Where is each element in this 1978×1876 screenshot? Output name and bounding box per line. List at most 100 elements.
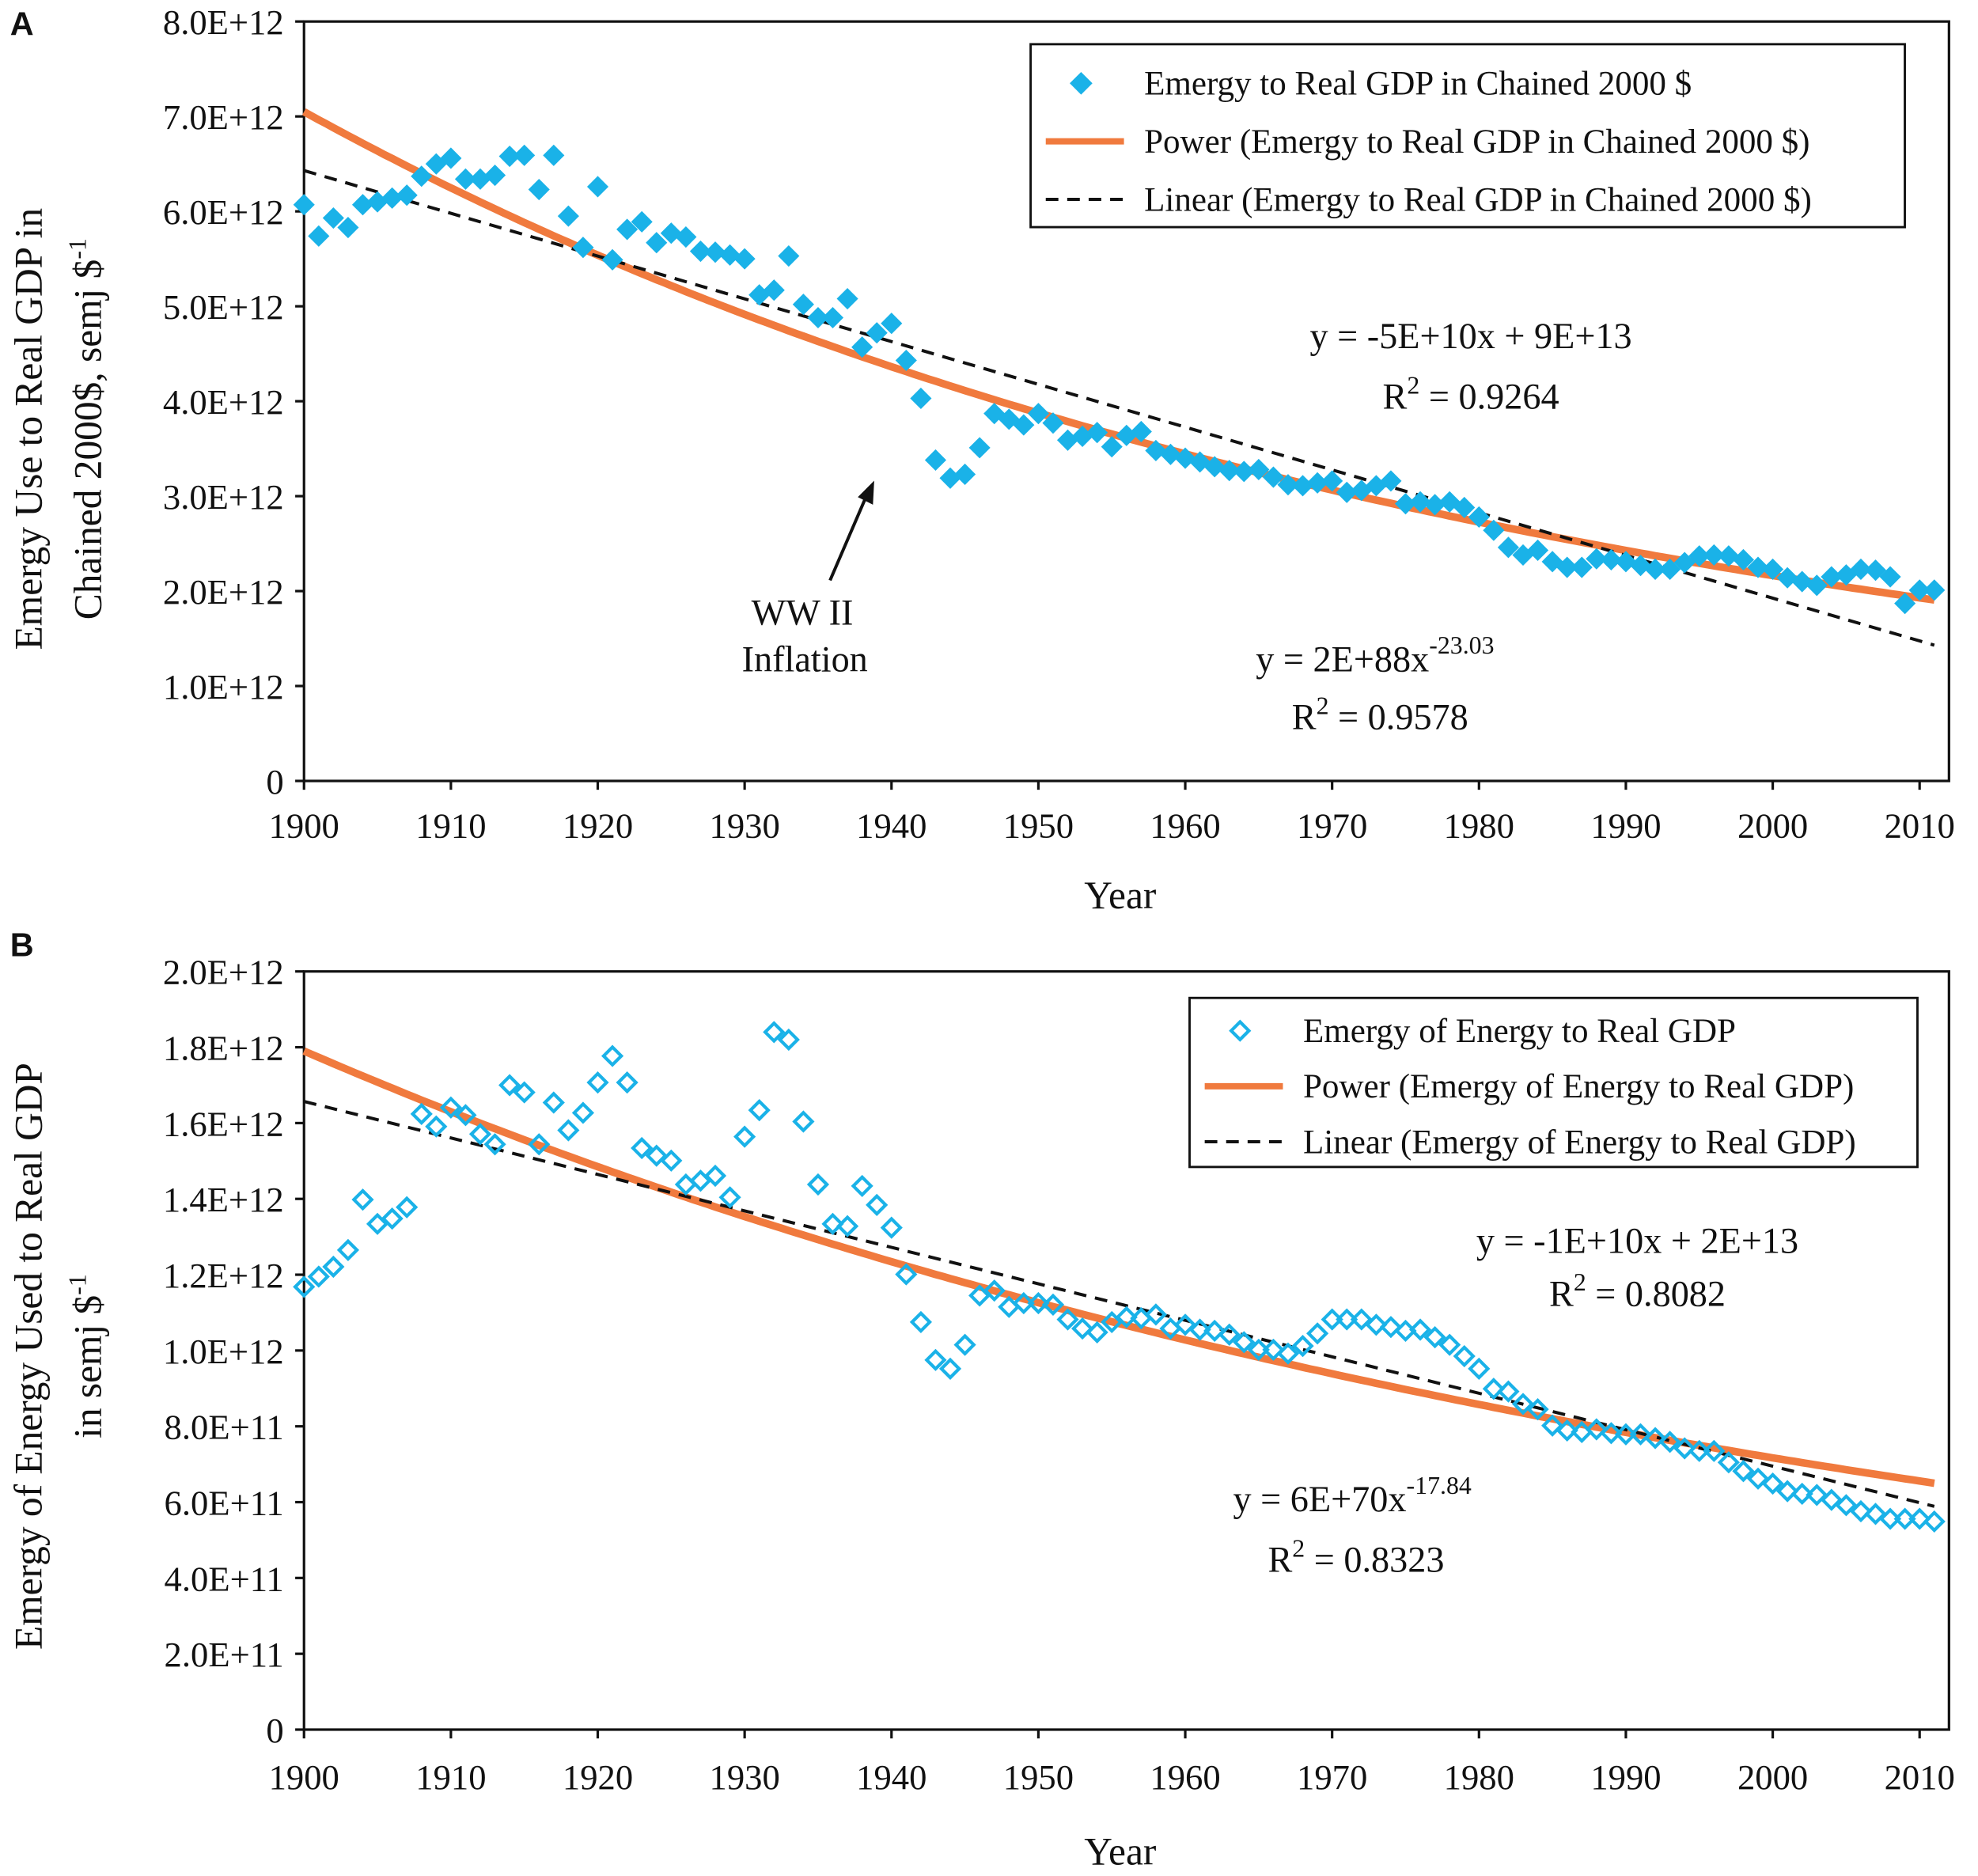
data-point <box>1056 429 1079 451</box>
y-axis-title-superscript: -1 <box>63 1274 91 1295</box>
y-tick-label: 4.0E+12 <box>163 382 284 422</box>
data-point <box>411 165 433 188</box>
data-point <box>293 1275 316 1298</box>
superscript: 2 <box>1407 372 1419 400</box>
data-point <box>586 1071 609 1094</box>
data-point <box>806 1173 830 1196</box>
data-point <box>836 1215 859 1237</box>
data-point <box>1262 1338 1285 1362</box>
y-tick-label: 6.0E+12 <box>163 192 284 232</box>
panel-B: B 0 2.0E+11 4.0E+11 6.0E+11 8.0E+11 1.0E+12 1.2… <box>7 927 1955 1874</box>
data-point <box>1600 1422 1623 1445</box>
data-point <box>410 1102 433 1125</box>
data-points <box>293 1021 1946 1533</box>
data-point <box>1908 1507 1931 1530</box>
data-point <box>836 287 858 310</box>
data-point <box>1409 491 1431 513</box>
r2-value: = 0.8323 <box>1305 1540 1444 1580</box>
data-point <box>909 1310 932 1334</box>
data-point <box>777 1028 800 1052</box>
linear-equation: y = -1E+10x + 2E+13 <box>1476 1220 1798 1260</box>
data-point <box>1203 456 1226 478</box>
data-point <box>557 1119 580 1142</box>
data-point <box>763 279 785 301</box>
x-tick-label: 2000 <box>1737 806 1808 846</box>
data-point <box>1453 496 1476 519</box>
data-point <box>366 191 388 213</box>
data-point <box>322 207 344 229</box>
x-tick-label: 2000 <box>1737 1757 1808 1797</box>
data-point <box>1556 556 1578 578</box>
data-point <box>396 184 418 207</box>
data-point <box>1071 1317 1094 1340</box>
data-point <box>1247 1338 1270 1361</box>
data-point <box>322 1255 345 1279</box>
legend-label: Emergy of Energy to Real GDP <box>1303 1013 1736 1050</box>
y-tick-label: 4.0E+11 <box>165 1559 284 1598</box>
data-point <box>748 1099 771 1122</box>
legend-box <box>1029 43 1906 229</box>
data-point <box>1482 1378 1505 1400</box>
data-point <box>571 1101 595 1124</box>
x-tick-label: 1940 <box>856 806 926 846</box>
data-point <box>1291 475 1314 497</box>
data-point <box>1276 1342 1300 1365</box>
data-point <box>616 1071 638 1094</box>
data-point <box>543 144 565 166</box>
data-point <box>1878 1507 1902 1530</box>
linear-r-squared: R2 = 0.9264 <box>1383 372 1559 417</box>
callout-arrow-icon <box>858 480 874 505</box>
power-equation: y = 2E+88x-23.03 <box>1256 631 1494 679</box>
y-axis-title-line1: Emergy Use to Real GDP in <box>7 208 51 650</box>
data-point <box>910 387 932 410</box>
data-point <box>1233 460 1255 483</box>
y-axis-title-line1: Emergy of Energy Used to Real GDP <box>7 1063 51 1650</box>
data-point <box>763 1021 786 1044</box>
x-tick-label: 1900 <box>269 806 339 846</box>
data-point <box>381 187 404 209</box>
legend-label: Linear (Emergy of Energy to Real GDP) <box>1303 1124 1856 1161</box>
x-tick-label: 1950 <box>1003 806 1074 846</box>
data-point <box>1732 1460 1755 1483</box>
data-point <box>778 244 800 267</box>
legend-box <box>1188 996 1919 1169</box>
x-tick-label: 1920 <box>563 1757 633 1797</box>
data-point <box>660 1149 683 1172</box>
data-point <box>1248 458 1270 481</box>
data-point <box>953 1333 976 1356</box>
data-point <box>1336 481 1358 503</box>
data-point <box>1497 1380 1520 1403</box>
panel-letter: B <box>10 927 34 964</box>
callout-label-line2: Inflation <box>742 639 868 679</box>
linear-r-squared: R2 = 0.8082 <box>1549 1268 1726 1313</box>
data-point <box>938 1357 962 1380</box>
data-point <box>1688 545 1711 567</box>
data-point <box>1174 447 1196 469</box>
callout-label-line1: WW II <box>752 592 854 632</box>
data-point <box>1614 1423 1638 1446</box>
data-point <box>1438 1333 1461 1356</box>
data-point <box>1761 1472 1784 1495</box>
data-point <box>1703 1439 1726 1462</box>
data-point <box>1408 1318 1432 1341</box>
x-tick-label: 1910 <box>415 806 486 846</box>
power-exponent: -17.84 <box>1407 1472 1472 1499</box>
data-point <box>792 1110 815 1133</box>
data-point <box>572 237 594 259</box>
data-point <box>1894 593 1916 615</box>
x-axis-title: Year <box>1084 874 1157 917</box>
data-point <box>1644 558 1666 581</box>
y-axis-title-text: in semj $ <box>66 1295 110 1438</box>
data-point <box>939 467 961 489</box>
data-point <box>1115 1306 1138 1328</box>
data-point <box>439 1096 462 1119</box>
data-point <box>1423 1325 1446 1349</box>
data-point <box>1541 1414 1564 1437</box>
data-point <box>733 1125 756 1148</box>
data-point <box>483 1133 506 1156</box>
y-tick-label: 0 <box>266 1711 283 1750</box>
data-point <box>1586 548 1608 570</box>
data-point <box>469 168 491 190</box>
data-point <box>1571 556 1593 578</box>
data-point <box>1306 1322 1329 1345</box>
